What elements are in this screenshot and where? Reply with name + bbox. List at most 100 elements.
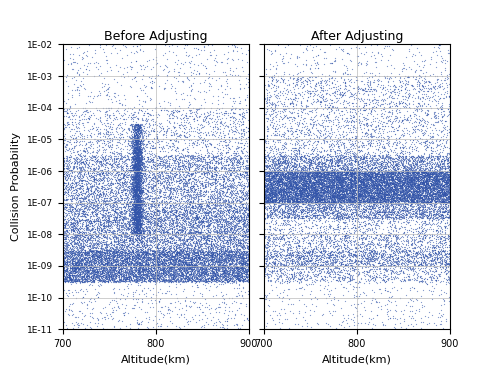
Point bbox=[135, 143, 143, 149]
Point bbox=[238, 116, 246, 122]
Point bbox=[180, 208, 188, 214]
Point bbox=[140, 158, 148, 164]
Point bbox=[414, 185, 422, 191]
Point bbox=[132, 159, 140, 165]
Point bbox=[303, 193, 311, 199]
Point bbox=[420, 196, 428, 202]
Point bbox=[361, 158, 369, 164]
Point bbox=[130, 173, 138, 179]
Point bbox=[128, 164, 136, 170]
Point bbox=[375, 181, 383, 187]
Point bbox=[420, 131, 428, 137]
Point bbox=[202, 188, 210, 194]
Point bbox=[82, 278, 90, 284]
Point bbox=[380, 175, 388, 181]
Point bbox=[274, 198, 282, 204]
Point bbox=[120, 183, 128, 189]
Point bbox=[159, 224, 167, 230]
Point bbox=[131, 201, 139, 207]
Point bbox=[318, 243, 326, 249]
Point bbox=[370, 194, 378, 200]
Point bbox=[266, 208, 274, 214]
Point bbox=[133, 163, 141, 169]
Point bbox=[428, 157, 436, 163]
Point bbox=[162, 202, 170, 208]
Point bbox=[375, 205, 383, 211]
Point bbox=[152, 209, 160, 215]
Point bbox=[240, 255, 248, 260]
Point bbox=[404, 192, 412, 198]
Point bbox=[134, 212, 142, 218]
Point bbox=[292, 105, 300, 111]
Point bbox=[218, 188, 226, 194]
Point bbox=[154, 236, 162, 242]
Point bbox=[424, 171, 432, 177]
Point bbox=[132, 245, 140, 251]
Point bbox=[364, 178, 372, 184]
Point bbox=[219, 189, 227, 195]
Point bbox=[204, 203, 212, 209]
Point bbox=[206, 141, 214, 147]
Point bbox=[394, 159, 402, 165]
Point bbox=[430, 276, 438, 282]
Point bbox=[119, 263, 127, 269]
Point bbox=[195, 254, 203, 260]
Point bbox=[120, 273, 128, 279]
Point bbox=[162, 200, 170, 206]
Point bbox=[342, 190, 350, 196]
Point bbox=[180, 188, 188, 194]
Point bbox=[124, 248, 132, 253]
Point bbox=[59, 247, 67, 253]
Point bbox=[154, 177, 162, 183]
Point bbox=[104, 255, 112, 260]
Point bbox=[150, 215, 158, 221]
Point bbox=[436, 161, 444, 167]
Point bbox=[193, 250, 201, 256]
Point bbox=[123, 198, 131, 204]
Point bbox=[332, 70, 340, 75]
Point bbox=[242, 301, 250, 307]
Point bbox=[180, 218, 188, 224]
Point bbox=[148, 228, 156, 234]
Point bbox=[185, 229, 193, 235]
Point bbox=[362, 198, 370, 204]
Point bbox=[417, 176, 425, 182]
Point bbox=[179, 107, 187, 113]
Point bbox=[298, 186, 306, 192]
Point bbox=[273, 157, 281, 163]
Point bbox=[222, 231, 230, 237]
Point bbox=[433, 197, 441, 203]
Point bbox=[236, 171, 244, 177]
Point bbox=[133, 160, 141, 166]
Point bbox=[154, 271, 162, 277]
Point bbox=[234, 152, 241, 158]
Point bbox=[143, 237, 151, 243]
Point bbox=[272, 158, 280, 164]
Point bbox=[240, 289, 248, 295]
Point bbox=[166, 194, 174, 200]
Point bbox=[105, 256, 113, 262]
Point bbox=[368, 219, 376, 225]
Point bbox=[179, 184, 187, 190]
Point bbox=[140, 270, 147, 276]
Point bbox=[299, 193, 307, 199]
Point bbox=[290, 109, 298, 115]
Point bbox=[367, 169, 375, 175]
Point bbox=[130, 193, 138, 199]
Point bbox=[320, 179, 328, 185]
Point bbox=[147, 297, 155, 303]
Point bbox=[408, 168, 416, 174]
Point bbox=[82, 262, 90, 268]
Point bbox=[232, 249, 240, 255]
Point bbox=[94, 273, 102, 279]
Point bbox=[293, 192, 301, 198]
Point bbox=[240, 175, 248, 181]
Point bbox=[220, 271, 228, 277]
Point bbox=[340, 237, 348, 243]
Point bbox=[318, 167, 326, 173]
Point bbox=[149, 251, 157, 257]
Point bbox=[159, 172, 167, 178]
Point bbox=[260, 182, 268, 188]
Point bbox=[352, 257, 360, 263]
Point bbox=[368, 229, 376, 235]
